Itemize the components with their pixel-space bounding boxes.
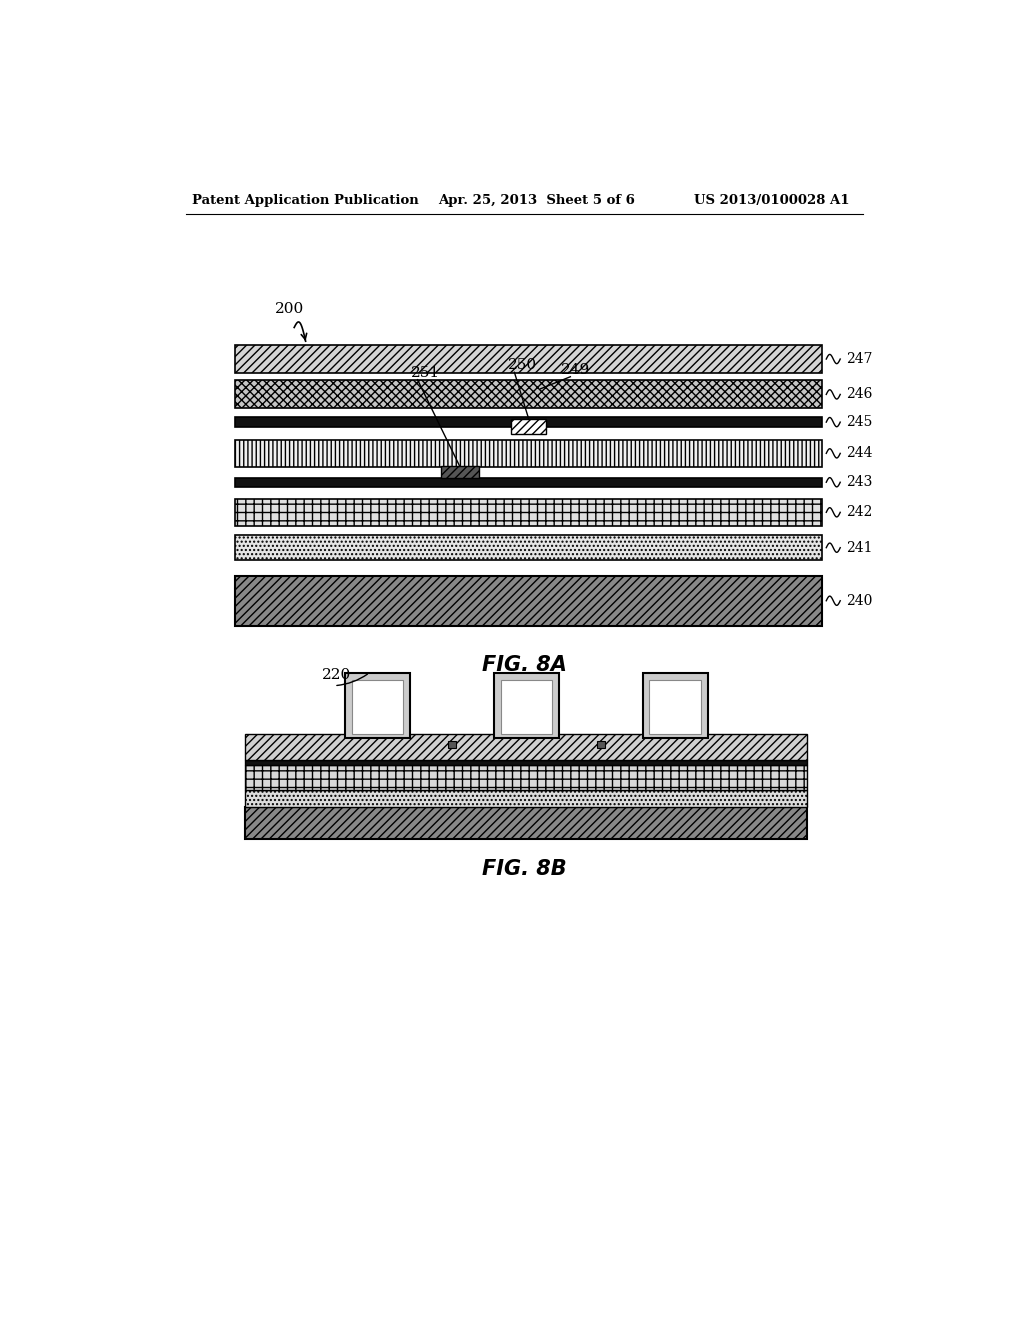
Text: 249: 249 bbox=[561, 363, 590, 376]
Text: 242: 242 bbox=[846, 506, 872, 519]
Bar bbox=[236, 440, 822, 467]
Bar bbox=[511, 420, 547, 434]
Text: 247: 247 bbox=[846, 352, 872, 366]
Bar bbox=[649, 680, 701, 734]
Text: US 2013/0100028 A1: US 2013/0100028 A1 bbox=[693, 194, 849, 207]
Bar bbox=[246, 791, 807, 807]
Bar bbox=[643, 673, 708, 738]
Bar bbox=[236, 499, 822, 525]
Text: 200: 200 bbox=[274, 302, 304, 315]
Bar bbox=[449, 742, 457, 748]
Text: FIG. 8B: FIG. 8B bbox=[482, 858, 567, 879]
Bar bbox=[597, 742, 605, 748]
Bar bbox=[246, 764, 807, 791]
Bar bbox=[345, 673, 410, 738]
Bar bbox=[236, 380, 822, 408]
Text: 240: 240 bbox=[846, 594, 872, 607]
Bar bbox=[236, 535, 822, 560]
Text: 241: 241 bbox=[846, 541, 872, 554]
Bar bbox=[236, 417, 822, 426]
Bar bbox=[246, 734, 807, 760]
Bar bbox=[351, 680, 403, 734]
Text: FIG. 8A: FIG. 8A bbox=[482, 655, 567, 676]
Bar bbox=[501, 680, 552, 734]
Text: 244: 244 bbox=[846, 446, 872, 461]
Bar bbox=[236, 345, 822, 374]
Bar bbox=[440, 466, 479, 478]
Bar bbox=[246, 760, 807, 764]
Text: 246: 246 bbox=[846, 387, 872, 401]
Text: Patent Application Publication: Patent Application Publication bbox=[191, 194, 418, 207]
Text: 251: 251 bbox=[412, 366, 440, 380]
Text: 245: 245 bbox=[846, 414, 872, 429]
Bar bbox=[246, 807, 807, 840]
Bar bbox=[494, 673, 559, 738]
FancyArrowPatch shape bbox=[337, 675, 368, 685]
Text: Apr. 25, 2013  Sheet 5 of 6: Apr. 25, 2013 Sheet 5 of 6 bbox=[438, 194, 635, 207]
Bar bbox=[236, 576, 822, 626]
Text: 220: 220 bbox=[323, 668, 351, 682]
Text: 243: 243 bbox=[846, 475, 872, 490]
Bar bbox=[236, 478, 822, 487]
Text: 250: 250 bbox=[508, 358, 538, 372]
